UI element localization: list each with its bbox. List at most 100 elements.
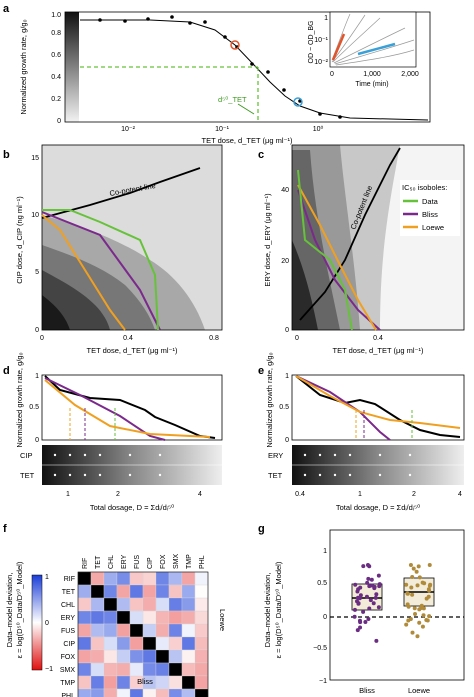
scatter-point <box>361 609 366 614</box>
heatmap-cell <box>103 571 118 586</box>
heatmap-cell <box>77 571 92 586</box>
heatmap-cell <box>194 623 209 638</box>
scatter-point <box>427 614 432 619</box>
heatmap-cell <box>116 623 131 638</box>
panel-a-annotation-arrow <box>237 103 255 115</box>
scatter-point <box>413 611 418 616</box>
scatter-point <box>419 605 424 610</box>
panel-a-fit-curve <box>80 19 429 121</box>
heatmap-cell <box>168 636 183 651</box>
heatmap-col-label: CIP <box>147 557 154 569</box>
panel-a-inset-ytick: 10⁻² <box>314 59 328 66</box>
heatmap-cell <box>194 675 209 690</box>
panel-e-data-curve <box>295 375 461 438</box>
scatter-point <box>363 620 368 625</box>
heatmap-cell <box>90 571 105 586</box>
heatmap-cell <box>129 571 144 586</box>
heatmap-row-label: CHL <box>61 602 75 609</box>
heatmap-cell <box>116 636 131 651</box>
panel-c-loewe-isobole <box>297 184 377 331</box>
heatmap-cell <box>181 610 196 625</box>
scatter-point <box>371 601 376 606</box>
heatmap-cell <box>77 597 92 612</box>
heatmap-cell <box>155 623 170 638</box>
panel-g-cat-loewe: Loewe <box>408 686 430 695</box>
scatter-point <box>370 583 375 588</box>
scatter-point <box>361 564 366 569</box>
panel-d-strip-dots <box>53 453 162 477</box>
scatter-point <box>377 582 382 587</box>
scatter-point <box>367 606 372 611</box>
panel-g: g Data–model deviation, ε = log(D⁵⁰_Data… <box>258 523 465 695</box>
heatmap-cell <box>155 675 170 690</box>
panel-d-xlabel: Total dosage, D = Σdᵢ/dᵢ⁵⁰ <box>90 503 174 512</box>
scatter-point <box>356 601 361 606</box>
scatter-point <box>425 618 430 623</box>
heatmap-cell <box>116 688 131 697</box>
panel-g-ytick: −0.5 <box>313 645 327 652</box>
panel-a-inset-xlabel: Time (min) <box>355 81 388 88</box>
panel-a-xlabel: TET dose, d_TET (μg ml⁻¹) <box>202 136 293 145</box>
scatter-point <box>404 582 409 587</box>
heatmap-cell <box>194 636 209 651</box>
panel-b-loewe-isobole <box>41 214 126 331</box>
panel-d: d Normalized growth rate, g/g₀ 0 0.5 1 C… <box>3 352 223 512</box>
panel-b: b Co-potent line CIP dose, d_CIP (ng ml⁻… <box>3 144 223 355</box>
heatmap-cell <box>142 597 157 612</box>
panel-b-xtick: 0.8 <box>209 335 219 342</box>
panel-c-ytick: 0 <box>285 327 289 334</box>
heatmap-cell <box>155 649 170 664</box>
panel-a-ytick: 0 <box>57 118 61 125</box>
heatmap-row-label: PHL <box>61 693 75 697</box>
heatmap-cell <box>194 571 209 586</box>
heatmap-cell <box>103 610 118 625</box>
panel-c-ytick: 20 <box>281 258 289 265</box>
scatter-point <box>357 596 362 601</box>
panel-d-row-tet: TET <box>20 471 35 480</box>
scatter-point <box>355 628 360 633</box>
panel-a-highlight-blue <box>293 97 303 107</box>
panel-a-inset-ytick: 1 <box>324 15 328 22</box>
heatmap-row-label: FUS <box>61 628 75 635</box>
panel-c-xtick: 0 <box>295 335 299 342</box>
heatmap-cell <box>129 623 144 638</box>
scatter-point <box>415 634 420 639</box>
scatter-point <box>427 583 432 588</box>
heatmap-cell <box>194 649 209 664</box>
heatmap-cell <box>90 623 105 638</box>
heatmap-cell <box>181 662 196 677</box>
panel-b-ytick: 10 <box>31 212 39 219</box>
scatter-point <box>365 580 370 585</box>
heatmap-cell <box>142 610 157 625</box>
heatmap-cell <box>116 571 131 586</box>
scatter-point <box>352 607 357 612</box>
panel-b-xtick: 0 <box>40 335 44 342</box>
panel-a-inset-xtick: 0 <box>330 71 334 78</box>
heatmap-col-label: SMX <box>173 554 180 570</box>
heatmap-cell <box>194 688 209 697</box>
heatmap-cell <box>77 610 92 625</box>
heatmap-cell <box>168 610 183 625</box>
scatter-point <box>412 606 417 611</box>
scatter-point <box>410 630 415 635</box>
scatter-point <box>357 618 362 623</box>
heatmap-cell <box>181 584 196 599</box>
panel-a-gradient-bar <box>65 12 79 122</box>
panel-b-data-isobole <box>42 209 159 331</box>
heatmap-cell <box>168 662 183 677</box>
panel-e-xtick: 4 <box>458 491 462 498</box>
heatmap-cell <box>90 649 105 664</box>
heatmap-row-label: CIP <box>63 641 75 648</box>
panel-d-xtick: 1 <box>66 491 70 498</box>
panel-e-xtick: 0.4 <box>295 491 305 498</box>
heatmap-cell <box>103 623 118 638</box>
panel-g-ytick: 1 <box>323 548 327 555</box>
heatmap-cell <box>168 649 183 664</box>
panel-a-inset-orange-fit <box>331 33 346 61</box>
panel-e-ytick: 0.5 <box>279 404 289 411</box>
heatmap-cell <box>129 584 144 599</box>
heatmap-cell <box>155 597 170 612</box>
panel-c: c Co-potent line IC₅₀ isoboles: Data Bli… <box>258 144 465 355</box>
scatter-point <box>364 594 369 599</box>
